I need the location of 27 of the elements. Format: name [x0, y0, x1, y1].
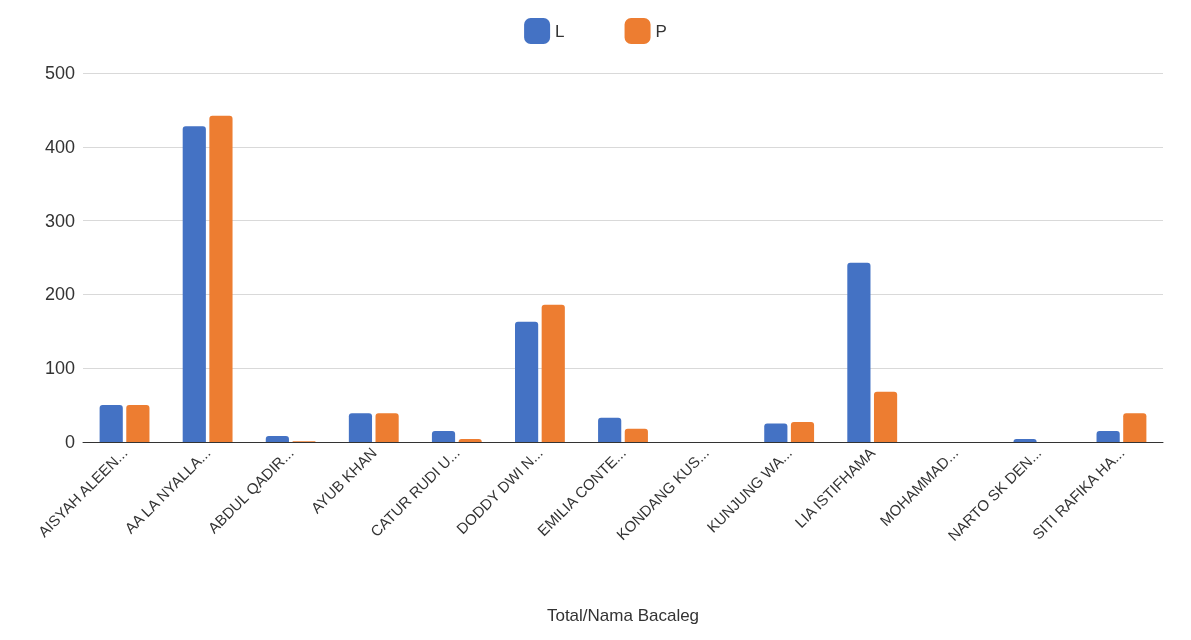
bar — [1096, 430, 1120, 442]
bar — [1123, 413, 1147, 442]
bar — [182, 126, 206, 442]
bar — [598, 417, 622, 442]
bar — [348, 413, 373, 442]
legend-label: P — [655, 21, 667, 41]
y-tick-label: 0 — [64, 432, 75, 452]
x-axis-title: Total/Nama Bacaleg — [546, 606, 700, 625]
bar — [541, 304, 565, 442]
y-tick-label: 500 — [44, 63, 75, 83]
bar — [624, 428, 648, 442]
legend-label: L — [555, 21, 565, 41]
bar — [515, 321, 539, 442]
bar — [99, 405, 123, 442]
bar — [847, 262, 871, 442]
bar — [431, 430, 456, 442]
y-tick-label: 400 — [44, 136, 75, 157]
bar — [873, 391, 898, 442]
y-tick-label: 200 — [44, 284, 75, 305]
bar — [790, 422, 815, 442]
y-tick-label: 300 — [44, 210, 75, 231]
y-tick-label: 100 — [44, 358, 75, 379]
bar — [209, 115, 233, 442]
bar — [126, 405, 150, 442]
bar — [375, 413, 399, 442]
bar — [764, 423, 788, 442]
bar — [265, 436, 289, 442]
